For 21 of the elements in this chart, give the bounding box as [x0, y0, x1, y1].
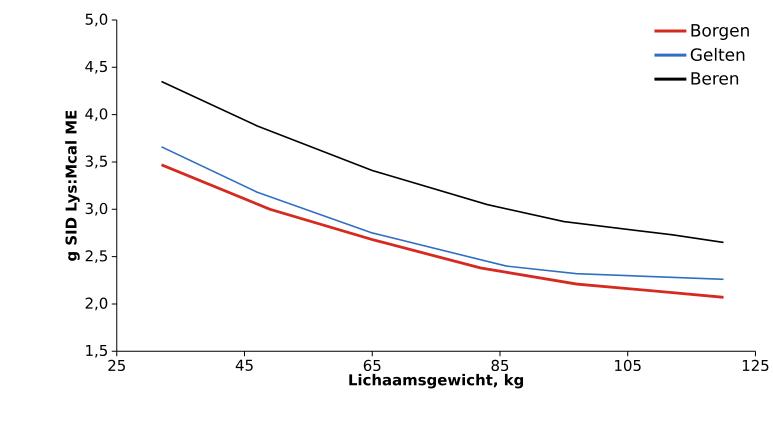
legend-label: Borgen — [692, 24, 749, 40]
line-series — [160, 146, 724, 280]
legend-label: Beren — [692, 72, 738, 85]
x-tick-label: 45 — [236, 360, 253, 371]
legend-label: Gelten — [690, 48, 744, 61]
y-tick-label: 3,5 — [86, 156, 107, 168]
x-tick-label: 105 — [615, 360, 641, 372]
y-tick-label: 3,0 — [86, 202, 108, 216]
x-tick-label: 65 — [364, 360, 380, 372]
x-axis-title: Lichaamsgewicht, kg — [349, 374, 524, 388]
x-tick-label: 125 — [742, 360, 768, 372]
y-tick-label: 2,5 — [86, 250, 107, 263]
x-tick-label: 25 — [108, 360, 125, 372]
y-tick-label: 2,0 — [86, 297, 108, 310]
y-tick-label: 5,0 — [86, 14, 108, 26]
y-tick-label: 4,0 — [85, 108, 108, 121]
line-series — [160, 163, 725, 299]
y-axis-title: g SID Lys:Mcal ME — [65, 110, 80, 261]
y-tick-label: 4,5 — [85, 60, 107, 74]
x-tick-label: 85 — [492, 360, 508, 372]
y-tick-label: 1,5 — [86, 344, 107, 358]
